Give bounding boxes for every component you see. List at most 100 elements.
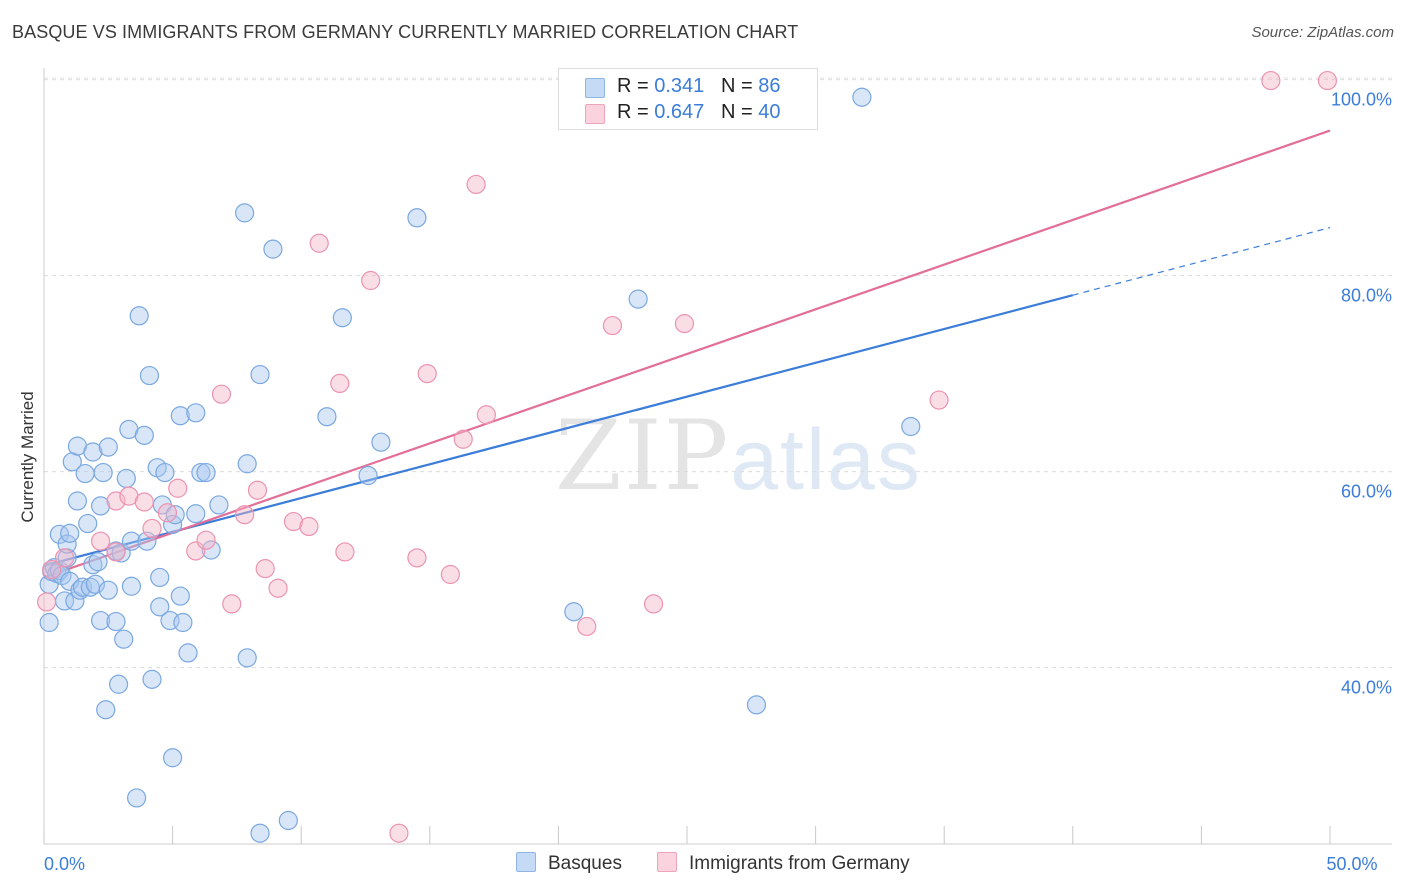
germany-point — [168, 478, 188, 498]
germany-point — [255, 559, 275, 579]
x-tick-label: 50.0% — [1326, 854, 1377, 874]
legend-r-label: R = — [617, 75, 655, 97]
germany-point — [929, 390, 949, 410]
y-tick-label: 40.0% — [1341, 678, 1392, 698]
germany-point — [106, 542, 126, 562]
legend-n-value: 40 — [758, 101, 781, 123]
germany-point — [142, 518, 162, 539]
basques-point — [139, 365, 160, 386]
basques-point — [178, 643, 198, 663]
x-tick-label: 0.0% — [44, 854, 85, 874]
basques-point — [237, 454, 257, 474]
basques-point — [49, 524, 70, 544]
basques-point — [201, 540, 221, 560]
basques-point — [83, 555, 103, 575]
y-tick-label: 60.0% — [1341, 482, 1392, 502]
germany-point — [299, 516, 319, 537]
germany-point — [407, 548, 427, 568]
bottom-legend-label: Basques — [548, 853, 622, 874]
tick-labels: 40.0% 60.0% 80.0% 100.0% 0.0% 50.0% — [44, 90, 1392, 874]
basques-point — [250, 823, 270, 843]
germany-point — [466, 174, 486, 195]
basques-point — [317, 407, 337, 427]
germany-point — [389, 823, 409, 843]
germany-point — [90, 531, 111, 551]
germany-point — [1261, 70, 1281, 91]
legend-n-label: N = — [720, 101, 759, 123]
germany-point — [417, 364, 437, 384]
legend-n-label: N = — [720, 75, 759, 97]
basques-point — [209, 495, 229, 515]
basques-point — [235, 203, 255, 223]
basques-point — [90, 610, 111, 631]
germany-point — [106, 491, 126, 511]
germany-point — [211, 384, 232, 404]
basques-point — [746, 695, 767, 715]
basques-point — [108, 674, 129, 694]
germany-point — [602, 315, 623, 336]
basques-point — [78, 513, 98, 534]
germany-point — [335, 542, 355, 562]
basques-point — [98, 437, 118, 457]
germany-point — [453, 429, 473, 449]
basques-point — [96, 700, 116, 720]
data-points — [36, 70, 1338, 843]
chart-title: BASQUE VS IMMIGRANTS FROM GERMANY CURREN… — [12, 22, 799, 42]
basques-point — [67, 491, 88, 511]
basques-point — [88, 552, 108, 572]
y-tick-label: 80.0% — [1341, 286, 1392, 306]
basques-point — [150, 567, 170, 588]
basques-point — [98, 580, 118, 600]
basques-point — [114, 629, 134, 649]
germany-point — [268, 578, 288, 598]
y-tick-label: 100.0% — [1331, 90, 1392, 110]
basques-point — [155, 462, 175, 483]
basques-point — [901, 416, 921, 437]
legend-r-value: 0.647 — [654, 101, 705, 123]
germany-point — [42, 559, 62, 580]
germany-point — [134, 492, 154, 512]
basques-point — [186, 403, 206, 423]
zipatlas-watermark: ZIPatlas — [555, 400, 922, 512]
germany-point — [235, 505, 255, 525]
watermark-atlas: atlas — [730, 412, 922, 508]
germany-point — [577, 616, 597, 637]
legend-r-value: 0.341 — [654, 75, 705, 97]
basques-point — [278, 810, 298, 831]
basques-point — [237, 648, 257, 668]
basques-point — [39, 612, 59, 633]
basques-point — [173, 612, 193, 633]
germany-point — [309, 233, 329, 253]
germany-point — [157, 503, 178, 523]
basques-point — [116, 468, 136, 489]
basques-point — [170, 406, 190, 426]
basques-point — [191, 462, 211, 483]
basques-point — [150, 597, 170, 617]
germany-point — [643, 594, 664, 614]
source-note: Source: ZipAtlas.com — [1251, 24, 1394, 41]
germany-point — [283, 511, 304, 532]
trend-lines — [43, 129, 1331, 579]
germany-point — [222, 594, 242, 614]
basques-point — [121, 576, 142, 596]
basques-point — [332, 308, 352, 328]
basques-point — [106, 611, 126, 632]
basques-point — [564, 602, 584, 622]
bottom-legend-germany: Immigrants from Germany — [657, 852, 910, 875]
basques-point — [852, 87, 872, 107]
basques-point — [126, 788, 147, 808]
basques-point — [165, 505, 185, 525]
basques-point — [628, 289, 648, 309]
basques-point — [129, 306, 149, 326]
germany-point — [674, 314, 695, 334]
basques-point — [60, 523, 80, 543]
basques-point — [163, 748, 183, 768]
basques-trend-extension — [1072, 226, 1331, 296]
axes — [43, 68, 1392, 845]
basques-point — [93, 462, 113, 483]
germany-point — [1317, 70, 1338, 91]
basques-point — [170, 586, 190, 606]
germany-point — [330, 373, 350, 393]
basques-point — [134, 425, 154, 445]
